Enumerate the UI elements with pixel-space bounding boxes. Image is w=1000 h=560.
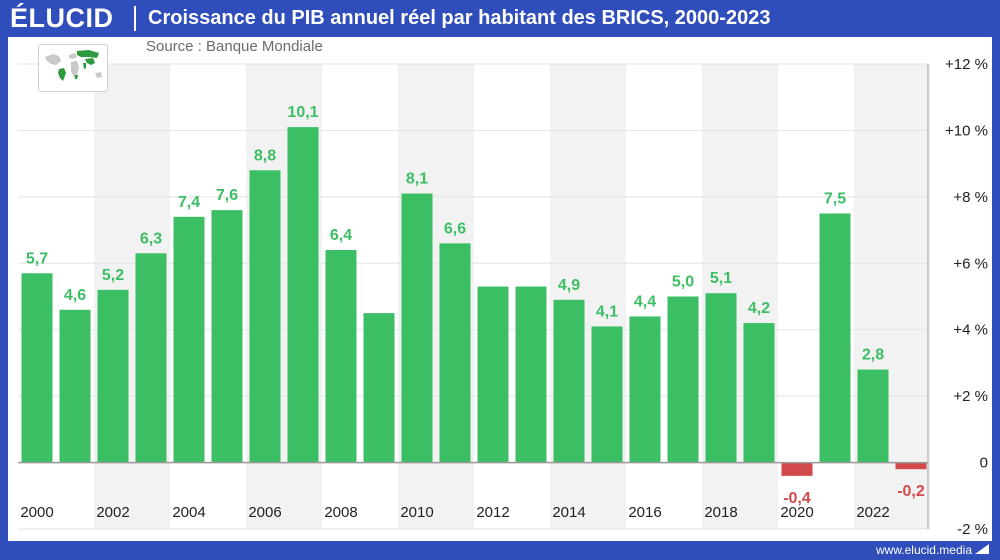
bar-2006 [249, 170, 281, 463]
bar-2010 [401, 193, 433, 463]
data-label: 8,1 [406, 171, 428, 188]
data-label: 5,0 [672, 274, 694, 291]
bar-2007 [287, 127, 319, 463]
x-tick-label: 2016 [628, 504, 661, 521]
bar-2020 [781, 462, 813, 476]
source-note: Source : Banque Mondiale [146, 38, 323, 55]
x-tick-label: 2022 [856, 504, 889, 521]
x-tick-label: 2012 [476, 504, 509, 521]
x-tick-label: 2014 [552, 504, 585, 521]
bar-2014 [553, 299, 585, 463]
bar-2022 [857, 369, 889, 463]
bar-2012 [477, 286, 509, 463]
data-label: 10,1 [287, 104, 318, 121]
data-label: 7,5 [824, 190, 846, 207]
bar-2004 [173, 216, 205, 463]
bar-2019 [743, 323, 775, 463]
data-label: 6,4 [330, 227, 352, 244]
bar-2009 [363, 313, 395, 463]
elucid-arrow-icon [975, 544, 989, 554]
bar-2000 [21, 273, 53, 463]
footer-link[interactable]: www.elucid.media [875, 543, 972, 557]
y-tick-label: 0 [980, 455, 988, 472]
bar-2018 [705, 293, 737, 463]
data-label: 4,9 [558, 277, 580, 294]
y-tick-label: +8 % [953, 189, 988, 206]
x-tick-label: 2020 [780, 504, 813, 521]
bar-2002 [97, 289, 129, 463]
header-bar: ÉLUCID Croissance du PIB annuel réel par… [0, 0, 1000, 37]
data-label: 5,2 [102, 267, 124, 284]
x-tick-label: 2002 [96, 504, 129, 521]
bar-2003 [135, 253, 167, 463]
data-label: 7,6 [216, 187, 238, 204]
x-tick-label: 2006 [248, 504, 281, 521]
footer-bar [0, 541, 1000, 560]
x-tick-label: 2018 [704, 504, 737, 521]
chart-title: Croissance du PIB annuel réel par habita… [148, 7, 771, 29]
data-label: 8,8 [254, 147, 276, 164]
data-label: 4,6 [64, 287, 86, 304]
brand-logo[interactable]: ÉLUCID [10, 3, 114, 33]
world-map-brics-icon [38, 44, 108, 92]
x-tick-label: 2004 [172, 504, 205, 521]
y-tick-label: -2 % [957, 521, 988, 538]
data-label: 4,1 [596, 303, 618, 320]
bar-2001 [59, 309, 91, 463]
y-tick-label: +12 % [945, 56, 988, 73]
bar-2023 [895, 462, 927, 470]
data-label: 5,1 [710, 270, 732, 287]
y-tick-label: +2 % [953, 388, 988, 405]
x-tick-label: 2010 [400, 504, 433, 521]
bar-2015 [591, 326, 623, 463]
bar-2008 [325, 250, 357, 463]
bar-2013 [515, 286, 547, 463]
data-label: 4,4 [634, 293, 656, 310]
data-label: -0,4 [783, 490, 811, 507]
bar-2011 [439, 243, 471, 463]
x-tick-label: 2008 [324, 504, 357, 521]
data-label: 6,6 [444, 220, 466, 237]
bar-2005 [211, 210, 243, 463]
x-tick-label: 2000 [20, 504, 53, 521]
y-tick-label: +4 % [953, 322, 988, 339]
y-tick-label: +6 % [953, 255, 988, 272]
header-divider [134, 6, 136, 31]
data-label: -0,2 [897, 483, 925, 500]
data-label: 2,8 [862, 347, 884, 364]
data-label: 7,4 [178, 194, 200, 211]
bar-2016 [629, 316, 661, 463]
data-label: 6,3 [140, 230, 162, 247]
bar-2021 [819, 213, 851, 463]
data-label: 4,2 [748, 300, 770, 317]
y-tick-label: +10 % [945, 122, 988, 139]
bar-2017 [667, 296, 699, 463]
data-label: 5,7 [26, 250, 48, 267]
